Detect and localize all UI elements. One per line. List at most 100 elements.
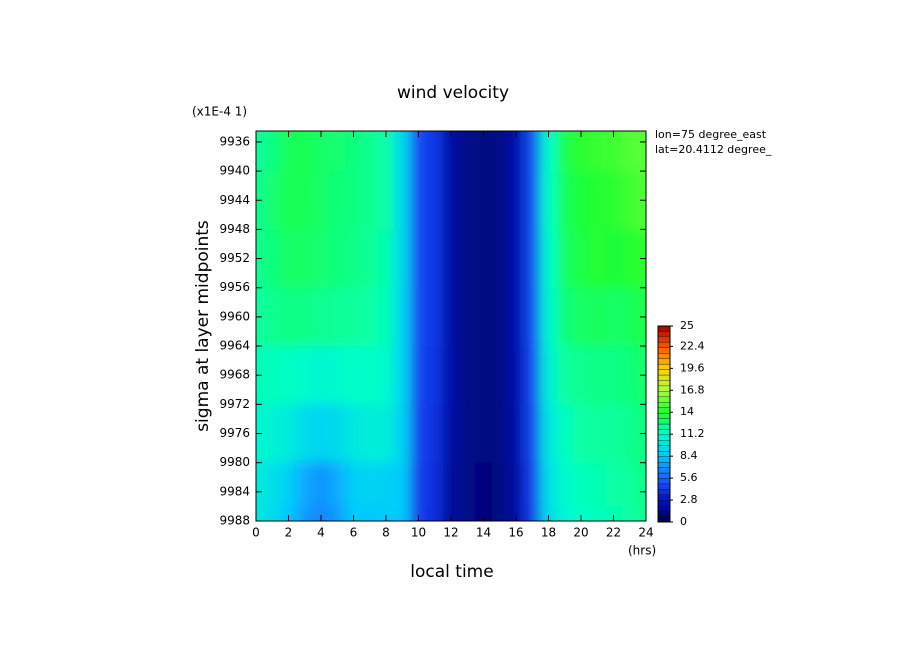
cell (621, 506, 639, 521)
cell (377, 346, 395, 405)
cell (507, 462, 525, 507)
cell (329, 229, 346, 289)
cell (426, 171, 444, 230)
cell (256, 462, 265, 507)
x-tick-label: 12 (443, 526, 458, 540)
cell (426, 462, 444, 507)
cell (329, 404, 346, 464)
cell (605, 506, 623, 521)
cell (637, 131, 646, 172)
cell (621, 171, 639, 230)
cell (556, 131, 574, 172)
cell (475, 131, 493, 172)
colorbar-label: 0 (680, 515, 687, 528)
cell (442, 287, 460, 347)
x-tick-label: 16 (508, 526, 523, 540)
cell (621, 462, 639, 507)
x-tick-label: 0 (252, 526, 260, 540)
cell (556, 462, 574, 507)
colorbar-band (657, 516, 671, 523)
y-axis-label: sigma at layer midpoints (193, 220, 213, 432)
cell (426, 346, 444, 405)
cell (524, 229, 541, 289)
cell (296, 287, 314, 347)
cell (475, 346, 493, 405)
cell (280, 404, 298, 464)
cell (491, 131, 509, 172)
colorbar-band (657, 407, 671, 414)
cell (507, 229, 525, 289)
cell (572, 346, 590, 405)
colorbar-label: 11.2 (680, 427, 705, 440)
cell (459, 229, 476, 289)
cell (280, 229, 298, 289)
colorbar-band (657, 510, 671, 517)
colorbar-band (657, 467, 671, 474)
cell (605, 229, 623, 289)
cell (475, 229, 493, 289)
cell (637, 506, 646, 521)
cell (589, 229, 606, 289)
annotation: lon=75 degree_east (655, 128, 767, 141)
x-tick-label: 10 (411, 526, 426, 540)
cell (329, 171, 346, 230)
colorbar-band (657, 478, 671, 485)
colorbar-band (657, 391, 671, 397)
colorbar-band (657, 461, 671, 468)
cell (264, 229, 281, 289)
cell (296, 171, 314, 230)
cell (540, 229, 558, 289)
cell (280, 346, 298, 405)
cell (377, 229, 395, 289)
y-tick-label: 9948 (219, 222, 250, 236)
cell (394, 462, 411, 507)
axes: 0 2 4 6 8 10 12 14 16 18 20 22 249936994099449948995… (219, 130, 705, 540)
cell (540, 506, 558, 521)
cell (394, 171, 411, 230)
cell (556, 171, 574, 230)
cell (475, 506, 493, 521)
y-tick-label: 9952 (219, 251, 250, 265)
cell (524, 462, 541, 507)
cell (459, 287, 476, 347)
cell (394, 229, 411, 289)
y-tick-label: 9976 (219, 426, 250, 440)
scale-note: (x1E-4 1) (192, 105, 247, 119)
colorbar-band (657, 402, 671, 408)
colorbar-band (657, 483, 671, 490)
cell (507, 346, 525, 405)
cell (442, 346, 460, 405)
cell (540, 346, 558, 405)
cell (507, 131, 525, 172)
y-tick-label: 9980 (219, 455, 250, 469)
cell (621, 404, 639, 464)
cell (491, 171, 509, 230)
cell (361, 229, 379, 289)
cell (329, 506, 346, 521)
cell (312, 287, 330, 347)
cell (426, 229, 444, 289)
cell (361, 404, 379, 464)
cell (491, 506, 509, 521)
cell (264, 131, 281, 172)
cell (556, 346, 574, 405)
x-tick-label: 14 (476, 526, 491, 540)
cell (426, 404, 444, 464)
cell (556, 229, 574, 289)
colorbar-label: 8.4 (680, 449, 698, 462)
cell (312, 404, 330, 464)
chart-title: wind velocity (397, 83, 509, 103)
cell (394, 131, 411, 172)
cell (491, 346, 509, 405)
cell (540, 131, 558, 172)
cell (475, 404, 493, 464)
cell (394, 506, 411, 521)
cell (459, 131, 476, 172)
cell (491, 287, 509, 347)
cell (540, 287, 558, 347)
colorbar-band (657, 380, 671, 387)
y-tick-label: 9988 (219, 514, 250, 528)
cell (264, 171, 281, 230)
colorbar-band (657, 385, 671, 392)
